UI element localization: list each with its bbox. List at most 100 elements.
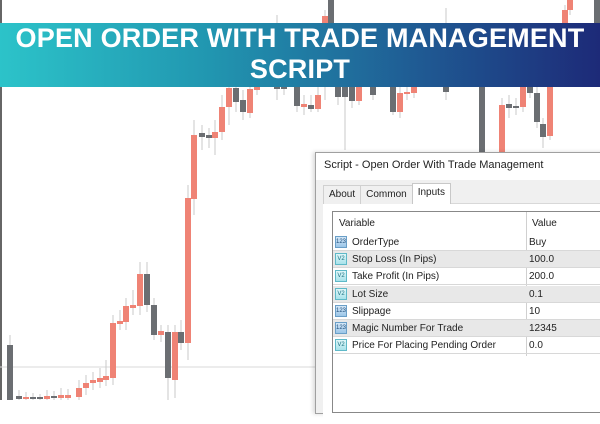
variable-name: Slippage <box>352 305 391 317</box>
dialog-tabs: About Common Inputs <box>323 183 451 204</box>
bearish-candle <box>513 106 519 108</box>
bullish-candle <box>23 397 29 399</box>
bearish-candle <box>479 87 485 152</box>
bearish-candle <box>37 397 43 399</box>
table-row[interactable]: V2 Take Profit (In Pips) 200.0 <box>333 268 600 286</box>
dialog-title-bar[interactable] <box>316 153 600 180</box>
bearish-candle <box>7 345 13 400</box>
variable-value[interactable]: 0.0 <box>529 340 543 352</box>
bullish-candle <box>499 105 505 152</box>
bullish-candle <box>83 383 89 388</box>
bearish-candle <box>294 87 300 106</box>
bearish-candle <box>281 87 287 89</box>
table-row[interactable]: V2 Stop Loss (In Pips) 100.0 <box>333 251 600 269</box>
bullish-candle <box>226 88 232 107</box>
bearish-candle <box>540 124 546 137</box>
variable-value[interactable]: 12345 <box>529 323 557 334</box>
bearish-candle <box>506 104 512 108</box>
bullish-candle <box>520 87 526 107</box>
bullish-candle <box>397 93 403 112</box>
bearish-candle <box>534 93 540 122</box>
header-variable[interactable]: Variable <box>339 218 375 229</box>
variable-name: Stop Loss (In Pips) <box>352 254 437 266</box>
bullish-candle <box>301 104 307 107</box>
bearish-candle <box>349 87 355 101</box>
bullish-candle <box>44 396 50 399</box>
bullish-candle <box>172 332 178 380</box>
header-value[interactable]: Value <box>532 218 557 229</box>
script-dialog: Script - Open Order With Trade Managemen… <box>315 152 600 424</box>
tab-inputs[interactable]: Inputs <box>411 183 451 204</box>
variable-name: Price For Placing Pending Order <box>352 340 496 352</box>
variable-name: OrderType <box>352 237 400 248</box>
variable-value[interactable]: Buy <box>529 237 547 248</box>
bearish-candle <box>178 332 184 343</box>
bullish-candle <box>97 378 103 382</box>
double-icon: V2 <box>335 253 347 266</box>
bearish-candle <box>443 87 449 92</box>
bullish-candle <box>315 95 321 109</box>
variable-value[interactable]: 0.1 <box>529 288 543 300</box>
bearish-candle <box>594 0 600 23</box>
double-icon: V2 <box>335 287 347 300</box>
variable-name: Take Profit (In Pips) <box>352 271 440 283</box>
banner-title-line-2: SCRIPT <box>249 54 351 84</box>
bullish-candle <box>567 0 573 10</box>
bullish-candle <box>212 132 218 138</box>
bearish-candle <box>240 100 246 112</box>
bearish-candle <box>342 87 348 97</box>
bearish-candle <box>527 87 533 93</box>
bullish-candle <box>185 198 191 343</box>
bearish-candle <box>16 396 22 399</box>
bullish-candle <box>90 380 96 383</box>
bullish-candle <box>110 323 116 378</box>
variable-value[interactable]: 100.0 <box>529 254 555 266</box>
integer-icon: 123 <box>335 304 347 317</box>
bullish-candle <box>117 321 123 324</box>
bullish-candle <box>191 135 197 199</box>
table-row[interactable]: V2 Price For Placing Pending Order 0.0 <box>333 337 600 355</box>
bearish-candle <box>165 332 171 378</box>
banner-title-line-1: OPEN ORDER WITH TRADE MANAGEMENT <box>15 23 585 53</box>
variable-value[interactable]: 10 <box>529 305 541 317</box>
column-divider <box>526 212 527 356</box>
title-banner: OPEN ORDER WITH TRADE MANAGEMENT SCRIPT <box>0 23 600 87</box>
bearish-candle <box>370 87 376 95</box>
variable-name: Magic Number For Trade <box>352 323 464 334</box>
bullish-candle <box>123 306 129 322</box>
bullish-candle <box>411 87 417 93</box>
bullish-candle <box>158 331 164 335</box>
bullish-candle <box>322 16 328 23</box>
tab-about[interactable]: About <box>323 185 362 204</box>
table-row[interactable]: 123 OrderType Buy <box>333 234 600 251</box>
bullish-candle <box>404 92 410 94</box>
bearish-candle <box>151 305 157 335</box>
bullish-candle <box>254 87 260 90</box>
candlestick-chart <box>0 0 600 400</box>
bearish-candle <box>30 397 36 399</box>
bullish-candle <box>76 388 82 397</box>
tab-common[interactable]: Common <box>360 185 413 204</box>
bullish-candle <box>547 87 553 136</box>
bearish-candle <box>335 87 341 97</box>
bullish-candle <box>103 376 109 380</box>
table-row[interactable]: 123 Magic Number For Trade 12345 <box>333 320 600 337</box>
bearish-candle <box>390 87 396 112</box>
bearish-candle <box>144 274 150 305</box>
bearish-candle <box>51 396 57 398</box>
integer-icon: 123 <box>335 322 347 334</box>
bullish-candle <box>137 274 143 306</box>
bullish-candle <box>58 395 64 398</box>
table-row[interactable]: 123 Slippage 10 <box>333 303 600 320</box>
bullish-candle <box>219 107 225 132</box>
integer-icon: 123 <box>335 236 347 248</box>
bullish-candle <box>356 87 362 101</box>
table-row[interactable]: V2 Lot Size 0.1 <box>333 285 600 303</box>
variable-value[interactable]: 200.0 <box>529 271 555 283</box>
table-header: Variable Value <box>333 212 600 234</box>
double-icon: V2 <box>335 270 347 283</box>
bullish-candle <box>562 10 568 23</box>
bullish-candle <box>65 395 71 398</box>
bearish-candle <box>328 0 334 23</box>
bearish-candle <box>274 87 280 89</box>
